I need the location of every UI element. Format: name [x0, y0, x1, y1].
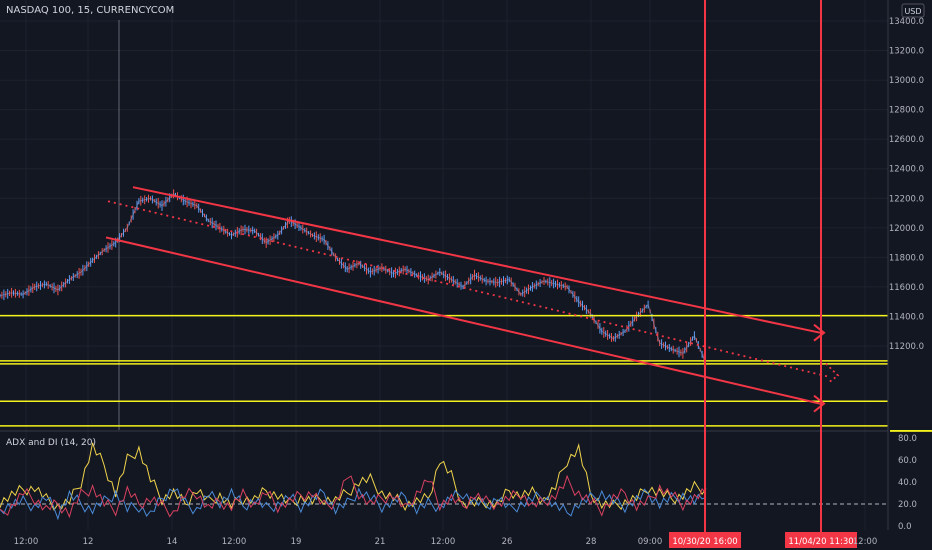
symbol-title: NASDAQ 100, 15, CURRENCYCOM: [6, 5, 175, 16]
x-tick-label: 12:00: [222, 537, 247, 547]
x-tick-label: 12:00: [853, 537, 878, 547]
date-label: 10/30/20 16:00: [672, 537, 737, 547]
channel-midline: [107, 200, 831, 378]
ind-y-tick-label: 60.0: [898, 456, 917, 466]
x-tick-label: 21: [375, 537, 386, 547]
y-tick-label: 13000.0: [889, 76, 924, 86]
y-tick-label: 11800.0: [889, 253, 924, 263]
ind-y-tick-label: 80.0: [898, 434, 917, 444]
currency-badge: [901, 3, 925, 18]
x-tick-label: 12:00: [14, 537, 39, 547]
y-tick-label: 11600.0: [889, 283, 924, 293]
x-tick-label: 14: [167, 537, 178, 547]
indicator-title: ADX and DI (14, 20): [6, 438, 96, 448]
y-tick-label: 12000.0: [889, 224, 924, 234]
currency-label: USD: [904, 7, 921, 16]
adx-line: [0, 442, 707, 512]
y-tick-label: 11400.0: [889, 312, 924, 322]
y-tick-label: 12200.0: [889, 194, 924, 204]
date-label-box: [669, 532, 741, 548]
y-tick-label: 13400.0: [889, 17, 924, 27]
x-tick-label: 12:00: [431, 537, 456, 547]
y-tick-label: 13200.0: [889, 47, 924, 57]
di-plus-line: [0, 487, 707, 521]
y-tick-label: 12600.0: [889, 135, 924, 145]
channel-mid-arrow: [825, 363, 840, 384]
date-label-box: [785, 532, 857, 548]
ind-y-tick-label: 40.0: [898, 478, 917, 488]
x-tick-label: 19: [291, 537, 302, 547]
x-tick-label: 26: [502, 537, 513, 547]
x-tick-label: 12: [83, 537, 94, 547]
ind-y-tick-label: 20.0: [898, 500, 917, 510]
y-tick-label: 12400.0: [889, 165, 924, 175]
y-tick-label: 11200.0: [889, 342, 924, 352]
date-label: 11/04/20 11:30: [788, 537, 853, 547]
di-minus-line: [0, 474, 707, 519]
x-tick-label: 09:00: [638, 537, 663, 547]
ind-y-tick-label: 0.0: [898, 522, 912, 532]
y-tick-label: 12800.0: [889, 106, 924, 116]
channel-upper-arrow: [813, 323, 826, 342]
channel-lower-line: [105, 236, 821, 405]
channel-lower-arrow: [813, 394, 826, 413]
x-tick-label: 28: [586, 537, 597, 547]
